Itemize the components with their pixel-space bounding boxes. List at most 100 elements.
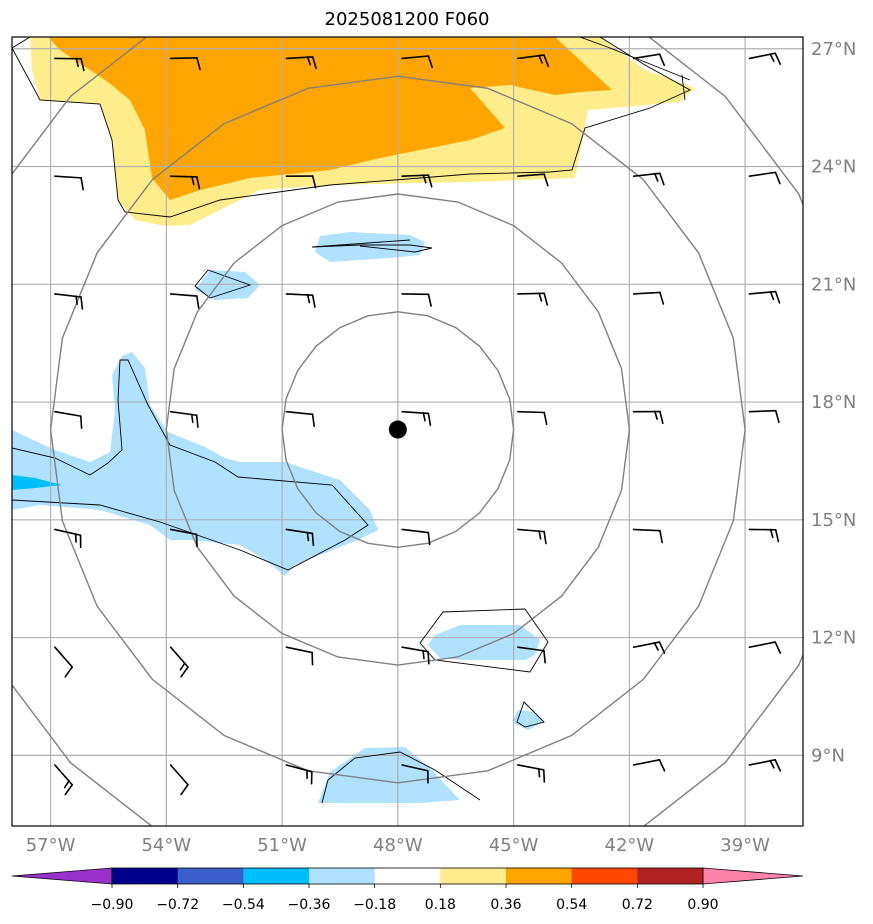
- colorbar-extend-high: [702, 867, 804, 885]
- wind-barb: [54, 764, 74, 796]
- colorbar-extend-low: [11, 867, 113, 885]
- colorbar-tick-label: −0.36: [288, 897, 331, 913]
- wind-barb: [285, 175, 317, 189]
- longitude-label: 39°W: [720, 835, 770, 856]
- colorbar: −0.90 −0.72 −0.54 −0.36 −0.18 0.18 0.36 0.54 0.7…: [11, 867, 804, 913]
- negative-field-southeast: [428, 625, 540, 660]
- longitude-labels: 57°W 54°W 51°W 48°W 45°W 42°W 39°W: [26, 835, 770, 856]
- latitude-label: 21°N: [811, 274, 856, 295]
- range-rings: [12, 37, 803, 826]
- wind-barb: [169, 293, 200, 309]
- colorbar-outline: [111, 867, 704, 885]
- wind-barb: [54, 528, 82, 549]
- wind-barbs: [54, 52, 782, 796]
- latitude-label: 27°N: [811, 39, 856, 60]
- wind-barb: [54, 175, 84, 191]
- latitude-label: 15°N: [811, 510, 856, 531]
- wind-barb: [54, 646, 74, 678]
- negative-field-deep: [12, 475, 62, 490]
- colorbar-tick-label: −0.72: [156, 897, 199, 913]
- longitude-label: 42°W: [605, 835, 655, 856]
- colorbar-tick-label: 0.18: [425, 897, 456, 913]
- latitude-label: 24°N: [811, 157, 856, 178]
- wind-barb: [285, 646, 314, 666]
- colorbar-segment: [309, 868, 376, 884]
- map-area: [12, 37, 803, 826]
- wind-barb: [632, 528, 663, 544]
- longitude-label: 48°W: [373, 835, 423, 856]
- field-shading: [12, 37, 695, 803]
- colorbar-tick-label: 0.72: [622, 897, 653, 913]
- coastlines: [12, 37, 692, 804]
- wind-barb: [632, 410, 664, 425]
- wind-barb: [632, 53, 666, 67]
- colorbar-segment: [440, 868, 507, 884]
- wind-barb: [285, 764, 313, 785]
- colorbar-segment: [374, 868, 441, 884]
- wind-barb: [285, 56, 317, 70]
- positive-field-orange: [48, 37, 612, 200]
- latitude-label: 18°N: [811, 392, 856, 413]
- wind-barb: [169, 764, 189, 796]
- colorbar-segment: [506, 868, 573, 884]
- wind-barb: [169, 410, 199, 429]
- wind-barb: [285, 528, 315, 547]
- wind-barb: [748, 409, 780, 424]
- wind-barb: [517, 528, 547, 545]
- wind-barb: [285, 293, 316, 308]
- wind-barb: [517, 173, 549, 187]
- latitude-label: 9°N: [811, 745, 845, 766]
- wind-barb: [169, 528, 198, 548]
- wind-barb: [169, 175, 201, 190]
- wind-barb: [285, 410, 315, 428]
- map-title: 2025081200 F060: [324, 9, 490, 30]
- wind-barb: [54, 410, 83, 429]
- colorbar-segment: [637, 868, 704, 884]
- latitude-label: 12°N: [811, 628, 856, 649]
- wind-barb: [632, 759, 666, 772]
- colorbar-tick-label: −0.90: [91, 897, 134, 913]
- wind-barb: [517, 54, 550, 68]
- wind-barb: [401, 55, 434, 69]
- negative-field-south: [318, 747, 460, 803]
- colorbar-segment: [177, 868, 244, 884]
- wind-barb: [401, 764, 429, 784]
- colorbar-segment: [571, 868, 638, 884]
- longitude-label: 51°W: [257, 835, 307, 856]
- colorbar-tick-label: 0.36: [490, 897, 521, 913]
- longitude-label: 54°W: [141, 835, 191, 856]
- latitude-labels: 9°N 12°N 15°N 18°N 21°N 24°N 27°N: [811, 39, 856, 767]
- wind-barb: [401, 646, 430, 665]
- wind-barb: [54, 57, 85, 72]
- colorbar-tick-label: 0.54: [556, 897, 587, 913]
- wind-barb: [169, 646, 189, 678]
- colorbar-tick-label: 0.90: [687, 897, 718, 913]
- negative-field-tiny: [512, 710, 543, 730]
- storm-center-marker: [388, 420, 407, 439]
- wind-barb: [632, 172, 665, 186]
- wind-barb: [748, 171, 781, 185]
- longitude-label: 45°W: [489, 835, 539, 856]
- wind-barb: [54, 293, 84, 310]
- colorbar-segment: [243, 868, 310, 884]
- colorbar-tick-label: −0.18: [353, 897, 396, 913]
- wind-barb: [748, 528, 780, 543]
- wind-barb: [632, 641, 666, 654]
- wind-barb: [748, 52, 782, 66]
- wind-barb: [517, 646, 546, 664]
- map-frame: [11, 36, 804, 827]
- range-ring: [49, 75, 746, 784]
- wind-barb: [401, 293, 432, 307]
- colorbar-tick-label: −0.54: [222, 897, 265, 913]
- wind-barb: [401, 410, 432, 427]
- wind-barb: [748, 759, 782, 772]
- wind-barb: [748, 290, 781, 304]
- wind-barb: [517, 292, 549, 306]
- wind-barb: [517, 764, 546, 783]
- wind-barb: [169, 57, 201, 71]
- range-ring: [165, 193, 631, 666]
- range-ring: [281, 311, 515, 549]
- wind-barb: [401, 174, 433, 188]
- longitude-label: 57°W: [26, 835, 76, 856]
